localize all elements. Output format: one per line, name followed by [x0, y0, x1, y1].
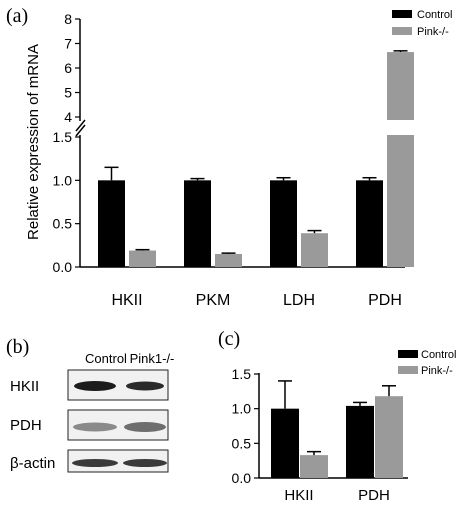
panel-label-b: (b)	[6, 336, 29, 358]
bar	[129, 250, 156, 267]
legend-swatch-control	[398, 350, 418, 358]
panel-label-a: (a)	[6, 5, 28, 27]
legend-swatch-control	[392, 10, 412, 18]
legend-label-pink: Pink-/-	[421, 365, 453, 377]
blot-band-actin-control	[72, 459, 118, 467]
y-tick-label: 1.5	[53, 129, 73, 145]
y-tick-label: 0.5	[53, 216, 73, 232]
legend-swatch-pink	[392, 27, 412, 35]
x-tick-label: PKM	[196, 292, 231, 309]
legend-label-control: Control	[417, 9, 452, 21]
bar	[301, 233, 328, 267]
bar	[300, 455, 328, 478]
y-tick-label: 0.0	[53, 259, 73, 275]
blot-band-hkii-pink	[126, 381, 164, 391]
y-tick-label: 0.0	[232, 470, 252, 486]
bar	[346, 405, 374, 478]
blot-row-actin-label: β-actin	[10, 455, 55, 472]
legend-label-control: Control	[421, 349, 456, 361]
x-tick-label: HKII	[284, 487, 313, 504]
y-tick-label: 5	[64, 85, 72, 101]
bar	[271, 408, 299, 478]
x-tick-label: LDH	[283, 292, 315, 309]
blot-row-hkii-label: HKII	[10, 378, 39, 395]
axis-break-mark	[75, 124, 86, 137]
blot-band-actin-pink	[123, 459, 167, 467]
x-tick-label: PDH	[368, 292, 402, 309]
y-tick-label: 1.0	[53, 172, 73, 188]
y-tick-label: 8	[64, 11, 72, 27]
y-axis-label: Relative expression of mRNA	[25, 44, 42, 240]
y-tick-label: 0.5	[232, 435, 252, 451]
y-tick-label: 4	[64, 109, 72, 125]
chart-c: Control Pink-/- 0.0 0.5 1.0 1.5 HKII PDH	[232, 349, 457, 504]
bar	[270, 180, 297, 267]
y-tick-label: 1.5	[232, 366, 252, 382]
bar	[98, 180, 125, 267]
bar	[356, 180, 383, 267]
bar	[375, 396, 403, 478]
y-tick-label: 6	[64, 60, 72, 76]
blot-row-pdh-label: PDH	[10, 417, 42, 434]
legend-swatch-pink	[398, 366, 418, 374]
legend-a: Control Pink-/-	[392, 9, 452, 38]
bar	[387, 52, 414, 121]
panel-label-c: (c)	[218, 328, 240, 350]
y-tick-label: 7	[64, 36, 72, 52]
bar	[215, 254, 242, 267]
blot-band-hkii-control	[74, 381, 116, 391]
x-tick-label: PDH	[358, 487, 390, 504]
chart-a: Relative expression of mRNA Control Pink…	[25, 9, 452, 309]
axis-break-mark	[75, 119, 86, 132]
bar	[184, 180, 211, 267]
blot-band-pdh-control	[73, 422, 117, 432]
bar	[387, 135, 414, 267]
blot-band-pdh-pink	[124, 422, 166, 432]
legend-label-pink: Pink-/-	[417, 26, 449, 38]
y-tick-label: 1.0	[232, 401, 252, 417]
western-blot: Control Pink1-/- HKII PDH β-actin	[10, 351, 175, 473]
legend-c: Control Pink-/-	[398, 349, 456, 377]
x-tick-label: HKII	[111, 292, 142, 309]
blot-column-pink1: Pink1-/-	[130, 351, 175, 366]
blot-column-control: Control	[85, 351, 127, 366]
